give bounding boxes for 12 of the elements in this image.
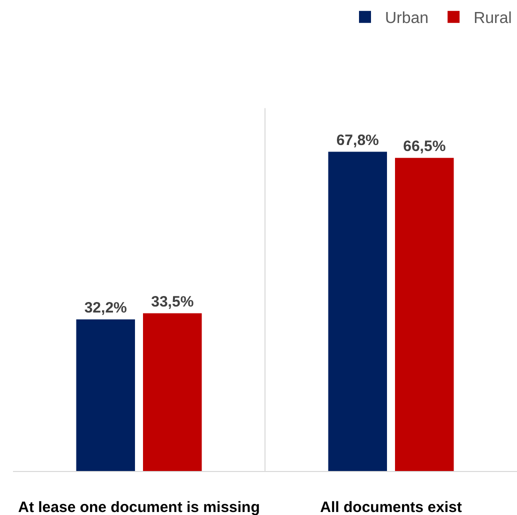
bar <box>143 313 202 471</box>
data-label: 66,5% <box>403 138 446 155</box>
legend-label: Urban <box>385 10 429 28</box>
data-label: 67,8% <box>336 132 379 149</box>
x-tick-label: All documents exist <box>320 499 462 515</box>
legend-label: Rural <box>474 10 512 28</box>
data-label: 32,2% <box>84 299 127 316</box>
bar <box>76 319 135 471</box>
bar <box>395 158 454 471</box>
bar <box>328 152 387 471</box>
x-tick-label: At lease one document is missing <box>18 499 260 515</box>
data-label: 33,5% <box>151 293 194 310</box>
